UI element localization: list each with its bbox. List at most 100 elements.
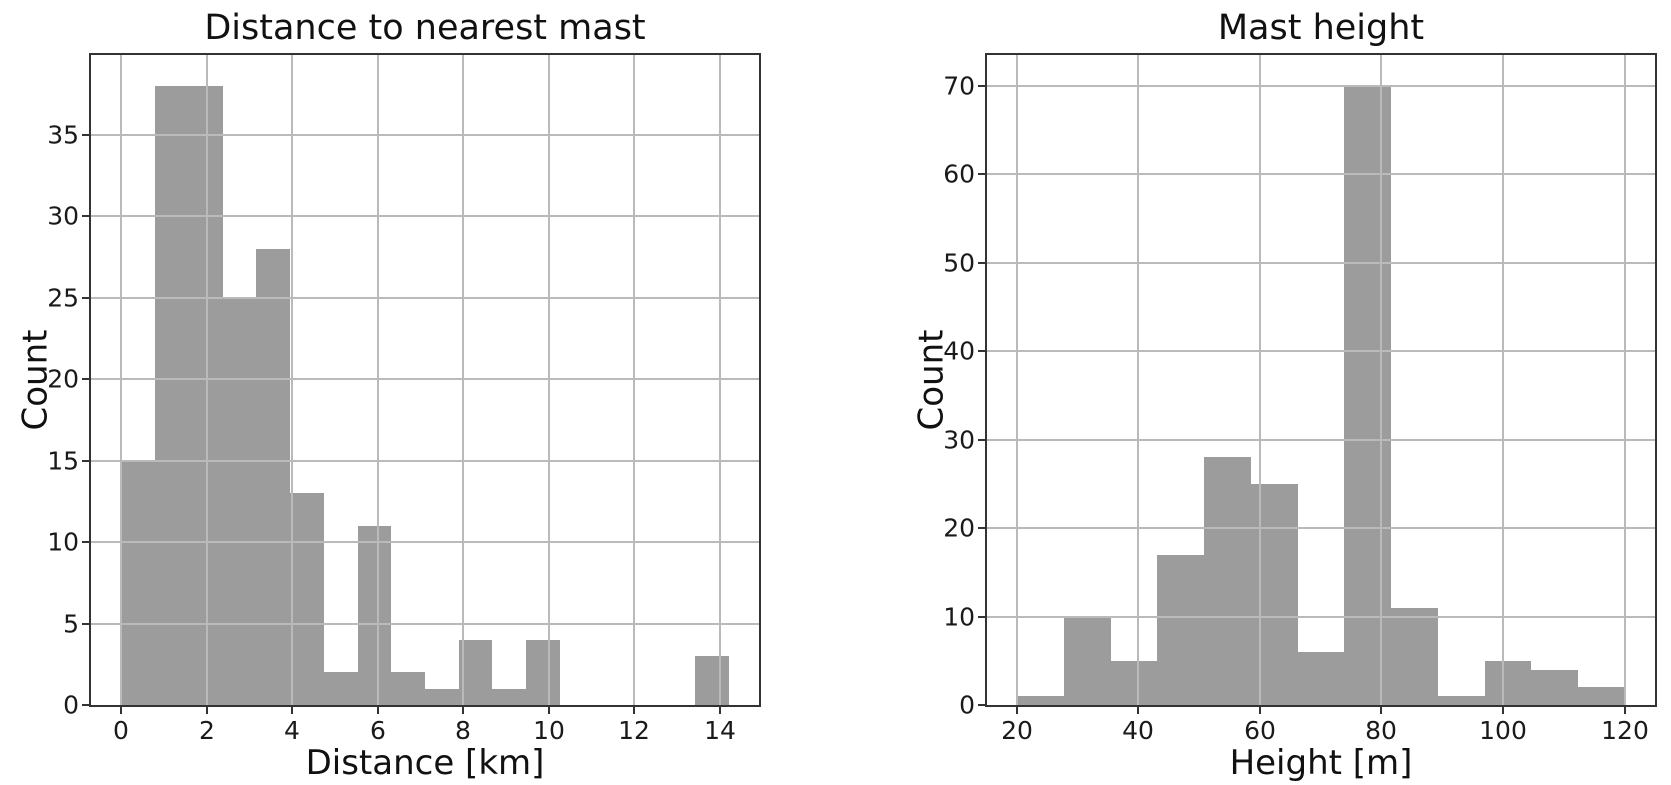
y-gridline [987,439,1655,441]
y-tick-label: 40 [943,336,975,366]
y-tick-mark [82,623,89,625]
y-gridline [91,460,759,462]
x-gridline [633,55,635,705]
y-tick-mark [978,262,985,264]
y-tick-label: 0 [63,690,79,720]
grid-layer [91,55,759,705]
histogram-bar [1017,696,1064,705]
grid-layer [987,55,1655,705]
y-gridline [91,297,759,299]
histogram-bar [290,493,324,705]
y-tick-label: 20 [943,513,975,543]
y-tick-label: 60 [943,159,975,189]
y-gridline [987,262,1655,264]
plot-area-distance-histogram: Distance to nearest mast Distance [km] C… [15,8,761,782]
x-tick-label: 8 [455,716,471,745]
y-gridline [91,134,759,136]
x-axis-label: Height [m] [1229,743,1413,783]
histogram-bar [121,461,155,705]
x-tick-mark [633,707,635,714]
y-tick-mark [978,439,985,441]
x-tick-label: 40 [1122,716,1154,745]
x-axis-label: Distance [km] [305,743,545,783]
x-tick-label: 0 [113,716,129,745]
y-tick-mark [978,350,985,352]
x-tick-mark [1016,707,1018,714]
bars-layer [987,55,1655,705]
x-gridline [462,55,464,705]
histogram-bar [1251,484,1298,705]
histogram-bar [1064,617,1111,705]
x-gridline [120,55,122,705]
histogram-bar [1298,652,1344,705]
histogram-bar [1578,687,1625,705]
histogram-bar [391,672,425,705]
x-tick-mark [462,707,464,714]
y-gridline [91,215,759,217]
y-tick-mark [978,527,985,529]
x-gridline [719,55,721,705]
histogram-bar [223,298,256,705]
x-tick-label: 10 [533,716,565,745]
histogram-bar [1531,670,1578,705]
y-tick-label: 50 [943,248,975,278]
x-tick-label: 4 [284,716,300,745]
x-tick-label: 12 [618,716,650,745]
histogram-bar [1204,457,1251,705]
y-tick-mark [82,215,89,217]
x-tick-label: 2 [199,716,215,745]
x-tick-mark [1624,707,1626,714]
y-tick-label: 10 [943,602,975,632]
y-tick-label: 35 [47,120,79,150]
y-tick-mark [82,704,89,706]
x-tick-mark [377,707,379,714]
y-tick-mark [978,616,985,618]
histogram-bar [256,249,290,705]
histogram-bar [1157,555,1204,705]
histogram-bar [155,86,189,705]
x-tick-mark [548,707,550,714]
y-tick-label: 30 [943,425,975,455]
histogram-bar [1438,696,1485,705]
y-gridline [987,85,1655,87]
chart-title: Distance to nearest mast [204,7,646,48]
x-tick-mark [120,707,122,714]
x-tick-mark [1137,707,1139,714]
bars-layer [91,55,759,705]
x-tick-mark [1380,707,1382,714]
x-tick-label: 60 [1244,716,1276,745]
y-tick-label: 30 [47,201,79,231]
x-gridline [1016,55,1018,705]
x-tick-label: 14 [704,716,736,745]
y-tick-label: 20 [47,364,79,394]
x-tick-mark [291,707,293,714]
histogram-bar [1344,86,1391,705]
x-gridline [377,55,379,705]
x-gridline [1624,55,1626,705]
x-tick-label: 100 [1479,716,1527,745]
y-tick-mark [82,541,89,543]
y-gridline [91,623,759,625]
y-tick-label: 5 [63,609,79,639]
y-tick-mark [82,378,89,380]
x-gridline [1380,55,1382,705]
y-tick-label: 10 [47,527,79,557]
x-tick-label: 20 [1001,716,1033,745]
y-tick-label: 70 [943,71,975,101]
x-tick-label: 80 [1365,716,1397,745]
x-tick-mark [1502,707,1504,714]
y-gridline [987,350,1655,352]
y-gridline [91,378,759,380]
x-gridline [1137,55,1139,705]
x-gridline [206,55,208,705]
y-gridline [987,527,1655,529]
y-gridline [91,541,759,543]
y-tick-mark [978,85,985,87]
histogram-bar [324,672,358,705]
histogram-bar [1485,661,1531,705]
x-gridline [291,55,293,705]
y-tick-label: 25 [47,283,79,313]
histogram-bar [526,640,560,705]
y-tick-mark [82,134,89,136]
